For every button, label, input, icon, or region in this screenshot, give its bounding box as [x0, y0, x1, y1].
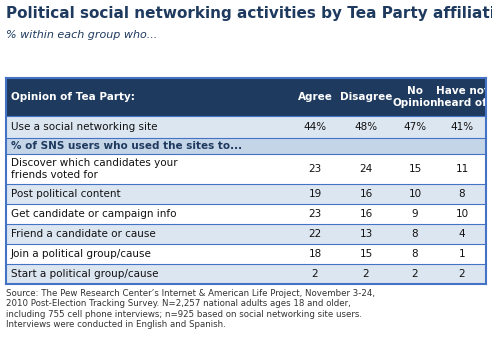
Text: 22: 22 — [308, 229, 322, 239]
Text: 16: 16 — [359, 209, 372, 219]
Text: Start a political group/cause: Start a political group/cause — [11, 269, 158, 279]
Text: 23: 23 — [308, 164, 322, 174]
Text: 19: 19 — [308, 189, 322, 199]
Text: Disagree: Disagree — [340, 92, 392, 102]
Text: 2: 2 — [459, 269, 465, 279]
Text: 10: 10 — [456, 209, 468, 219]
Text: 2: 2 — [412, 269, 418, 279]
Text: Have not
heard of: Have not heard of — [435, 86, 489, 108]
Text: 44%: 44% — [304, 122, 327, 132]
Text: Post political content: Post political content — [11, 189, 121, 199]
Text: % within each group who...: % within each group who... — [6, 30, 157, 40]
Bar — [6, 264, 486, 284]
Text: Join a political group/cause: Join a political group/cause — [11, 249, 152, 259]
Text: 18: 18 — [308, 249, 322, 259]
Text: 1: 1 — [459, 249, 465, 259]
Text: 15: 15 — [408, 164, 422, 174]
Bar — [6, 116, 486, 138]
Text: 13: 13 — [359, 229, 372, 239]
Text: 11: 11 — [456, 164, 468, 174]
Bar — [6, 78, 486, 116]
Text: 10: 10 — [408, 189, 422, 199]
Text: 2: 2 — [363, 269, 369, 279]
Text: 8: 8 — [459, 189, 465, 199]
Text: 8: 8 — [412, 229, 418, 239]
Bar — [6, 154, 486, 184]
Bar — [6, 138, 486, 154]
Bar — [6, 184, 486, 204]
Text: 41%: 41% — [451, 122, 474, 132]
Text: Agree: Agree — [298, 92, 333, 102]
Text: % of SNS users who used the sites to...: % of SNS users who used the sites to... — [11, 141, 242, 151]
Text: Discover which candidates your
friends voted for: Discover which candidates your friends v… — [11, 158, 178, 180]
Text: Opinion of Tea Party:: Opinion of Tea Party: — [11, 92, 135, 102]
Text: Source: The Pew Research Center’s Internet & American Life Project, November 3-2: Source: The Pew Research Center’s Intern… — [6, 289, 375, 329]
Text: 23: 23 — [308, 209, 322, 219]
Text: 8: 8 — [412, 249, 418, 259]
Text: 47%: 47% — [403, 122, 427, 132]
Text: 2: 2 — [312, 269, 318, 279]
Text: Political social networking activities by Tea Party affiliation: Political social networking activities b… — [6, 6, 492, 21]
Text: 48%: 48% — [354, 122, 377, 132]
Text: Get candidate or campaign info: Get candidate or campaign info — [11, 209, 177, 219]
Text: 24: 24 — [359, 164, 372, 174]
Bar — [6, 224, 486, 244]
Text: 4: 4 — [459, 229, 465, 239]
Text: Use a social networking site: Use a social networking site — [11, 122, 157, 132]
Bar — [6, 204, 486, 224]
Text: No
Opinion: No Opinion — [392, 86, 438, 108]
Text: 16: 16 — [359, 189, 372, 199]
Bar — [6, 244, 486, 264]
Text: 15: 15 — [359, 249, 372, 259]
Text: 9: 9 — [412, 209, 418, 219]
Text: Friend a candidate or cause: Friend a candidate or cause — [11, 229, 156, 239]
